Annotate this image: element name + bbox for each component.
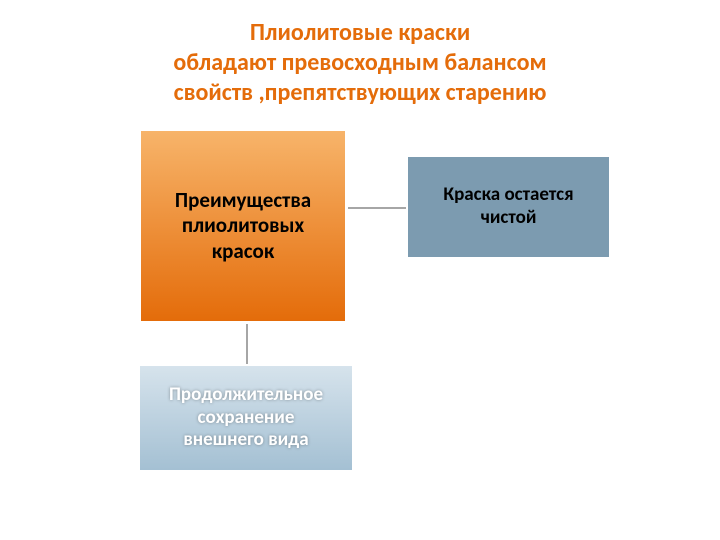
- title-line-2: обладают превосходным балансом: [173, 48, 546, 77]
- node-right-line1: Краска остается: [443, 183, 573, 206]
- connector-bottom: [246, 323, 248, 365]
- node-right: Краска остается чистой: [406, 155, 611, 259]
- node-bottom-line1: Продолжительное: [169, 383, 323, 406]
- node-right-line2: чистой: [481, 206, 537, 229]
- node-main-line1: Преимущества: [175, 187, 311, 213]
- slide-title: Плиолитовые краски обладают превосходным…: [0, 18, 720, 108]
- node-bottom-text: Продолжительное сохранение внешнего вида: [169, 384, 323, 452]
- node-main-text: Преимущества плиолитовых красок: [175, 188, 311, 264]
- connector-right: [345, 207, 410, 209]
- title-line-3: свойств ,препятствующих старению: [174, 78, 547, 107]
- node-right-text: Краска остается чистой: [443, 184, 573, 230]
- node-main-line3: красок: [212, 238, 275, 264]
- node-bottom: Продолжительное сохранение внешнего вида: [138, 364, 354, 472]
- node-bottom-line3: внешнего вида: [183, 428, 308, 451]
- node-bottom-line2: сохранение: [198, 406, 295, 429]
- slide-stage: Плиолитовые краски обладают превосходным…: [0, 0, 720, 540]
- title-line-1: Плиолитовые краски: [250, 18, 470, 47]
- node-main-line2: плиолитовых: [182, 212, 304, 238]
- node-main: Преимущества плиолитовых красок: [138, 128, 348, 324]
